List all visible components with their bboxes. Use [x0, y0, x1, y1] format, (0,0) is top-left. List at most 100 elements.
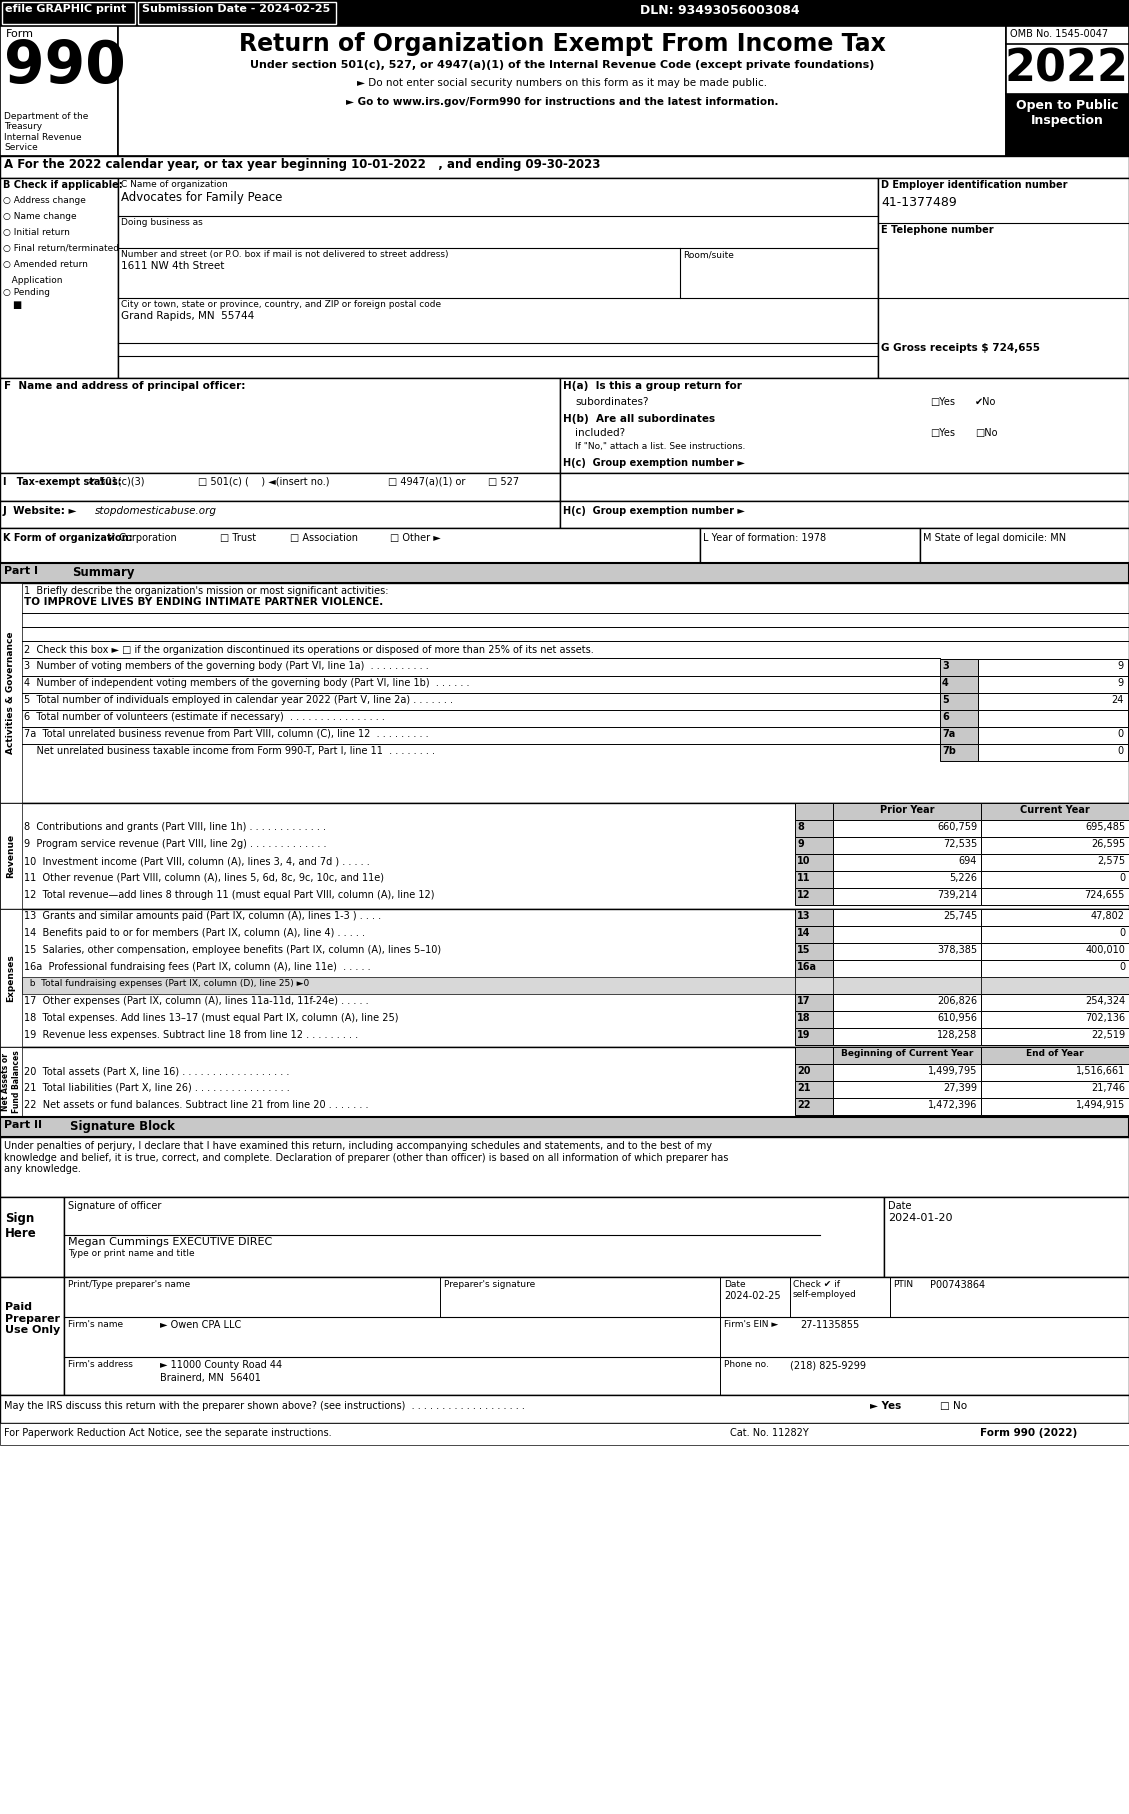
Text: □ 501(c) (    ) ◄(insert no.): □ 501(c) ( ) ◄(insert no.)	[198, 477, 330, 486]
Text: 610,956: 610,956	[937, 1012, 977, 1023]
Text: □ 4947(a)(1) or: □ 4947(a)(1) or	[388, 477, 465, 486]
Text: F  Name and address of principal officer:: F Name and address of principal officer:	[5, 381, 245, 392]
Bar	[119, 178, 878, 377]
Text: Part II: Part II	[5, 1119, 42, 1130]
Bar	[981, 909, 1129, 925]
Bar	[981, 1065, 1129, 1081]
Text: Advocates for Family Peace: Advocates for Family Peace	[121, 190, 282, 203]
Text: 27,399: 27,399	[943, 1083, 977, 1094]
Bar	[981, 943, 1129, 960]
Text: I   Tax-exempt status:: I Tax-exempt status:	[3, 477, 122, 486]
Text: 2  Check this box ► □ if the organization discontinued its operations or dispose: 2 Check this box ► □ if the organization…	[24, 646, 594, 655]
Bar	[833, 1010, 981, 1029]
Text: 128,258: 128,258	[937, 1030, 977, 1039]
Bar	[0, 909, 21, 1047]
Text: 20  Total assets (Part X, line 16) . . . . . . . . . . . . . . . . . .: 20 Total assets (Part X, line 16) . . . …	[24, 1067, 289, 1076]
Text: 206,826: 206,826	[937, 996, 977, 1007]
Text: 5: 5	[942, 695, 948, 706]
Bar	[138, 2, 336, 24]
Bar	[795, 820, 833, 836]
Text: 27-1135855: 27-1135855	[800, 1321, 859, 1330]
Bar	[978, 693, 1128, 709]
Text: ○ Pending: ○ Pending	[3, 288, 50, 297]
Text: H(a)  Is this a group return for: H(a) Is this a group return for	[563, 381, 742, 392]
Text: ► 11000 County Road 44: ► 11000 County Road 44	[160, 1360, 282, 1370]
Bar	[795, 889, 833, 905]
Bar	[981, 994, 1129, 1010]
Text: Summary: Summary	[72, 566, 134, 579]
Text: Return of Organization Exempt From Income Tax: Return of Organization Exempt From Incom…	[238, 33, 885, 56]
Bar	[981, 1029, 1129, 1045]
Text: Phone no.: Phone no.	[724, 1360, 769, 1370]
Bar	[981, 836, 1129, 854]
Bar	[795, 1047, 833, 1065]
Text: 695,485: 695,485	[1085, 822, 1124, 833]
Text: Firm's name: Firm's name	[68, 1321, 123, 1330]
Bar	[981, 1010, 1129, 1029]
Text: 400,010: 400,010	[1085, 945, 1124, 954]
Text: 21  Total liabilities (Part X, line 26) . . . . . . . . . . . . . . . .: 21 Total liabilities (Part X, line 26) .…	[24, 1083, 290, 1094]
Text: Part I: Part I	[5, 566, 38, 577]
Text: ○ Address change: ○ Address change	[3, 196, 86, 205]
Text: Sign
Here: Sign Here	[5, 1212, 37, 1241]
Bar	[0, 909, 1129, 1047]
Bar	[560, 377, 1129, 473]
Text: 378,385: 378,385	[937, 945, 977, 954]
Bar	[940, 709, 978, 727]
Bar	[978, 744, 1128, 762]
Text: 8: 8	[797, 822, 804, 833]
Bar	[833, 925, 981, 943]
Bar	[940, 744, 978, 762]
Bar	[981, 1047, 1129, 1065]
Bar	[64, 1277, 1129, 1395]
Text: May the IRS discuss this return with the preparer shown above? (see instructions: May the IRS discuss this return with the…	[5, 1400, 525, 1411]
Bar	[978, 677, 1128, 693]
Text: □ Association: □ Association	[290, 533, 358, 542]
Text: Under section 501(c), 527, or 4947(a)(1) of the Internal Revenue Code (except pr: Under section 501(c), 527, or 4947(a)(1)…	[250, 60, 874, 71]
Bar	[981, 871, 1129, 889]
Text: DLN: 93493056003084: DLN: 93493056003084	[640, 4, 799, 16]
Text: 41-1377489: 41-1377489	[881, 196, 956, 209]
Bar	[64, 1197, 884, 1277]
Text: 694: 694	[959, 856, 977, 865]
Text: 17: 17	[797, 996, 811, 1007]
Bar	[795, 925, 833, 943]
Bar	[833, 1097, 981, 1116]
Text: Prior Year: Prior Year	[879, 805, 935, 814]
Bar	[0, 1422, 1129, 1446]
Text: ► Yes: ► Yes	[870, 1400, 901, 1411]
Text: City or town, state or province, country, and ZIP or foreign postal code: City or town, state or province, country…	[121, 299, 441, 308]
Bar	[0, 377, 560, 473]
Text: 8  Contributions and grants (Part VIII, line 1h) . . . . . . . . . . . . .: 8 Contributions and grants (Part VIII, l…	[24, 822, 326, 833]
Text: 5  Total number of individuals employed in calendar year 2022 (Part V, line 2a) : 5 Total number of individuals employed i…	[24, 695, 453, 706]
Text: 4  Number of independent voting members of the governing body (Part VI, line 1b): 4 Number of independent voting members o…	[24, 678, 470, 688]
Text: 739,214: 739,214	[937, 891, 977, 900]
Text: 16a  Professional fundraising fees (Part IX, column (A), line 11e)  . . . . .: 16a Professional fundraising fees (Part …	[24, 961, 370, 972]
Text: 25,745: 25,745	[943, 911, 977, 922]
Text: P00743864: P00743864	[930, 1281, 986, 1290]
Text: 6  Total number of volunteers (estimate if necessary)  . . . . . . . . . . . . .: 6 Total number of volunteers (estimate i…	[24, 713, 385, 722]
Bar	[795, 854, 833, 871]
Text: subordinates?: subordinates?	[575, 397, 648, 406]
Bar	[0, 1047, 1129, 1117]
Text: Grand Rapids, MN  55744: Grand Rapids, MN 55744	[121, 310, 254, 321]
Bar	[0, 1137, 1129, 1197]
Bar	[795, 836, 833, 854]
Text: Signature of officer: Signature of officer	[68, 1201, 161, 1212]
Text: ✔ Corporation: ✔ Corporation	[108, 533, 177, 542]
Bar	[981, 804, 1129, 820]
Bar	[0, 1047, 21, 1117]
Bar	[981, 1097, 1129, 1116]
Text: 11  Other revenue (Part VIII, column (A), lines 5, 6d, 8c, 9c, 10c, and 11e): 11 Other revenue (Part VIII, column (A),…	[24, 873, 384, 883]
Text: 9: 9	[1118, 678, 1124, 688]
Bar	[981, 889, 1129, 905]
Bar	[833, 978, 981, 994]
Text: Firm's EIN ►: Firm's EIN ►	[724, 1321, 778, 1330]
Bar	[833, 820, 981, 836]
Text: J  Website: ►: J Website: ►	[3, 506, 78, 515]
Text: 2022: 2022	[1005, 47, 1129, 91]
Text: Firm's address: Firm's address	[68, 1360, 133, 1370]
Text: 0: 0	[1119, 929, 1124, 938]
Bar	[795, 978, 833, 994]
Text: 15  Salaries, other compensation, employee benefits (Part IX, column (A), lines : 15 Salaries, other compensation, employe…	[24, 945, 441, 954]
